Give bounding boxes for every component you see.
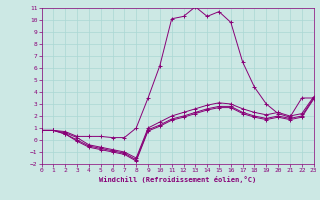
X-axis label: Windchill (Refroidissement éolien,°C): Windchill (Refroidissement éolien,°C) (99, 176, 256, 183)
